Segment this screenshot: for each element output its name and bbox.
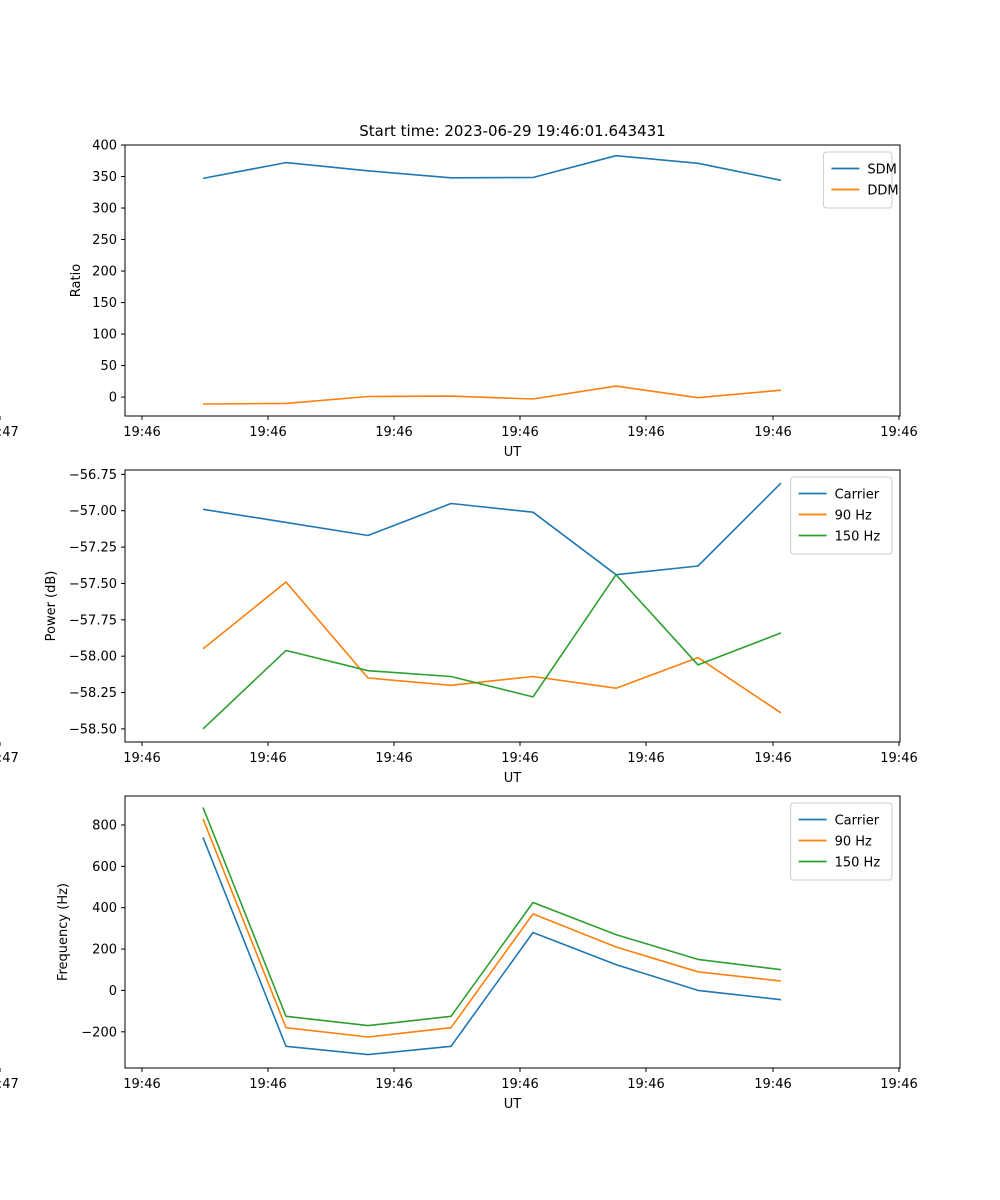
legend-box [822,151,893,209]
x-tick-label: 19:46 [754,1077,791,1092]
panels: 19:46 19:46 19:46 19:46 19:46 19:46 19:46 19:47… [0,122,918,1112]
y-axis-label: Ratio [69,264,84,297]
y-tick-label: 100 [92,328,117,343]
x-tick-label: 19:46 [375,751,412,766]
y-tick-label: −57.25 [69,541,117,556]
series-line-90-hz [202,581,782,714]
x-tick-label: 19:46 [880,425,917,440]
series-line-150-hz [202,807,782,1027]
x-tick-label: 19:46 [880,1077,917,1092]
y-tick-label: 400 [92,139,117,154]
y-tick-label: 0 [109,984,117,999]
y-tick-label: −57.50 [69,577,117,592]
y-tick-label: 150 [92,296,117,311]
legend-label: SDM [867,163,896,178]
y-tick-label: 50 [100,359,117,374]
series-line-carrier [202,482,782,576]
y-tick-label: −57.75 [69,613,117,628]
legend: Carrier 90 Hz 150 Hz [790,802,893,881]
x-tick-label: 19:46 [627,751,664,766]
series-line-150-hz [202,573,782,730]
y-tick-label: 800 [92,818,117,833]
x-tick-label: 19:46 [501,751,538,766]
legend-label: 90 Hz [835,509,872,524]
legend-label: 90 Hz [835,835,872,850]
x-tick-label: 19:46 [375,425,412,440]
legend: SDM DDM [822,151,899,209]
chart-panel-3: 19:46 19:46 19:46 19:46 19:46 19:46 19:46 19:47… [0,795,918,1112]
chart-panel-2: 19:46 19:46 19:46 19:46 19:46 19:46 19:46 19:47… [0,468,918,786]
x-tick-label: 19:46 [627,425,664,440]
x-tick-label: 19:46 [249,751,286,766]
x-tick-label: 19:46 [627,1077,664,1092]
series-line-sdm [202,154,782,182]
y-tick-label: 0 [109,391,117,406]
y-tick-label: −58.50 [69,722,117,737]
y-axis-label: Power (dB) [44,571,59,642]
y-tick-label: 600 [92,860,117,875]
legend-label: 150 Hz [835,530,881,545]
y-tick-label: 200 [92,265,117,280]
legend-label: Carrier [835,488,880,503]
series-line-ddm [202,385,782,405]
x-tick-label: 19:47 [0,751,19,766]
y-tick-label: 400 [92,901,117,916]
y-tick-label: −56.75 [69,468,117,483]
x-tick-label: 19:46 [754,751,791,766]
legend-label: 150 Hz [835,856,881,871]
y-tick-label: 300 [92,202,117,217]
y-tick-label: 350 [92,170,117,185]
x-tick-label: 19:46 [123,1077,160,1092]
x-tick-label: 19:46 [501,425,538,440]
y-tick-label: −58.25 [69,686,117,701]
x-tick-label: 19:46 [123,751,160,766]
y-tick-label: −57.00 [69,504,117,519]
plot-frame [124,795,901,1069]
x-tick-label: 19:46 [501,1077,538,1092]
y-tick-label: 200 [92,943,117,958]
x-tick-label: 19:46 [123,425,160,440]
x-tick-label: 19:46 [249,1077,286,1092]
x-tick-label: 19:46 [375,1077,412,1092]
legend: Carrier 90 Hz 150 Hz [790,476,893,555]
x-tick-label: 19:47 [0,1077,19,1092]
plot-frame [124,469,901,743]
series-line-carrier [202,837,782,1056]
x-axis-label: UT [504,445,522,460]
chart-title: Start time: 2023-06-29 19:46:01.643431 [359,122,665,140]
y-tick-label: 250 [92,233,117,248]
x-axis-label: UT [504,1097,522,1112]
legend-label: Carrier [835,814,880,829]
x-tick-label: 19:47 [0,425,19,440]
x-axis-label: UT [504,771,522,786]
legend-label: DDM [867,184,898,199]
x-tick-label: 19:46 [880,751,917,766]
series-line-90-hz [202,818,782,1038]
y-axis-label: Frequency (Hz) [56,883,71,981]
plot-frame [124,144,901,417]
y-tick-label: −58.00 [69,650,117,665]
chart-panel-1: 19:46 19:46 19:46 19:46 19:46 19:46 19:46 19:47… [0,122,918,460]
y-tick-label: −200 [81,1025,117,1040]
x-tick-label: 19:46 [249,425,286,440]
x-tick-label: 19:46 [754,425,791,440]
